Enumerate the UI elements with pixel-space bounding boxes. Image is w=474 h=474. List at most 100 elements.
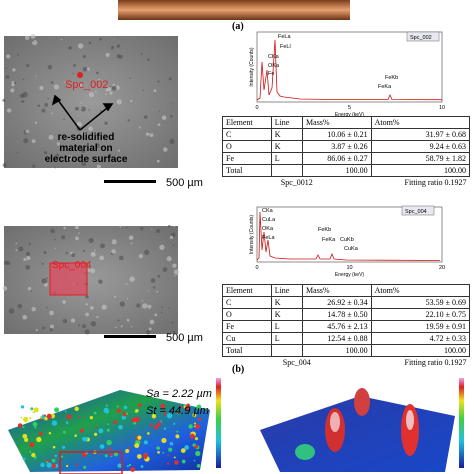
speckle [32, 40, 35, 42]
speckle [24, 437, 29, 442]
speckle [169, 138, 175, 145]
speckle [42, 326, 45, 330]
spot-label: Spc_002 [65, 79, 108, 91]
speckle [109, 91, 113, 95]
table-cell: 3.87 ± 0.26 [302, 140, 372, 153]
speckle [144, 249, 150, 255]
speckle [156, 290, 159, 293]
speckle [156, 229, 161, 234]
speckle [129, 276, 135, 282]
speckle [80, 106, 86, 112]
speckle [49, 310, 54, 316]
speckle [48, 431, 52, 435]
table-cell: Element [222, 284, 272, 297]
speckle [170, 103, 172, 105]
speckle [39, 418, 42, 421]
speckle [168, 447, 173, 452]
speckle [77, 232, 80, 235]
table-cell: L [270, 320, 304, 333]
speckle [79, 428, 84, 433]
spectrum-tag [401, 205, 435, 216]
table-cell: 45.76 ± 2.13 [302, 320, 372, 333]
speckle [162, 267, 168, 272]
speckle [99, 444, 105, 449]
speckle [20, 405, 25, 409]
speckle [194, 445, 198, 449]
speckle [36, 436, 42, 443]
speckle [80, 148, 84, 152]
speckle [29, 416, 32, 420]
speckle [10, 88, 15, 93]
speckle [142, 89, 145, 92]
table-row: C K 26.92 ± 0.34 53.59 ± 0.69 [222, 296, 471, 309]
speckle [85, 295, 89, 299]
speckle [46, 413, 52, 419]
speckle [62, 318, 68, 324]
table-cell: K [270, 296, 304, 309]
speckle [51, 463, 57, 468]
speckle [41, 262, 44, 265]
speckle [172, 263, 177, 268]
table-cell: Fe [222, 320, 272, 333]
table-cell: Atom% [370, 284, 471, 297]
table-cell: Spc_004 [282, 358, 311, 367]
speckle [126, 318, 130, 322]
spectrum-tag [406, 31, 440, 42]
speckle [119, 225, 122, 228]
speckle [29, 450, 32, 453]
speckle [81, 324, 87, 329]
speckle [88, 237, 94, 244]
speckle [90, 268, 96, 274]
speckle [51, 458, 56, 463]
speckle [83, 436, 88, 442]
speckle [25, 251, 31, 257]
speckle [105, 52, 110, 58]
speckle [44, 416, 48, 421]
speckle [19, 93, 25, 99]
speckle [31, 452, 36, 458]
speckle [32, 421, 38, 427]
speckle [148, 327, 152, 331]
table-row: O K 3.87 ± 0.26 9.24 ± 0.63 [222, 140, 471, 153]
speckle [178, 405, 182, 409]
speckle [166, 462, 170, 465]
speckle [41, 108, 46, 113]
speckle [77, 324, 80, 327]
scale-label: 500 µm [166, 332, 203, 344]
speckle [63, 226, 66, 230]
speckle [96, 315, 99, 319]
eds-spectrum: Spc_004 Intensity (Counts) Energy (keV) 0 10… [249, 205, 445, 278]
table-cell: L [270, 332, 304, 345]
sem-image [4, 226, 178, 334]
peak-label: FeKa [322, 237, 336, 243]
table-cell: Element [222, 116, 272, 129]
speckle [93, 411, 97, 415]
speckle [196, 404, 202, 410]
speckle [111, 48, 113, 50]
table-cell: Mass% [302, 116, 372, 129]
speckle [169, 441, 174, 446]
speckle [15, 242, 18, 245]
table-cell: 4.72 ± 0.33 [370, 332, 471, 345]
electrode-photo [118, 0, 350, 20]
table-cell: 22.10 ± 0.75 [370, 308, 471, 321]
speckle [125, 226, 128, 229]
surface-texture [17, 403, 202, 472]
speckle [147, 290, 150, 292]
speckle [95, 90, 97, 93]
peak-label: CKa [262, 208, 274, 214]
table-cell: 100.00 [370, 164, 471, 177]
speckle [163, 147, 168, 152]
speckle [29, 442, 35, 448]
speckle [169, 115, 173, 118]
speckle [181, 459, 186, 464]
spectrum-tag-label: Spc_002 [410, 35, 432, 41]
speckle [74, 225, 79, 230]
speckle [149, 133, 154, 137]
speckle [16, 151, 19, 154]
speckle [81, 132, 84, 135]
speckle [44, 160, 47, 163]
table-cell: Spc_0012 [280, 178, 313, 187]
speckle [153, 425, 159, 430]
speckle [8, 308, 15, 314]
